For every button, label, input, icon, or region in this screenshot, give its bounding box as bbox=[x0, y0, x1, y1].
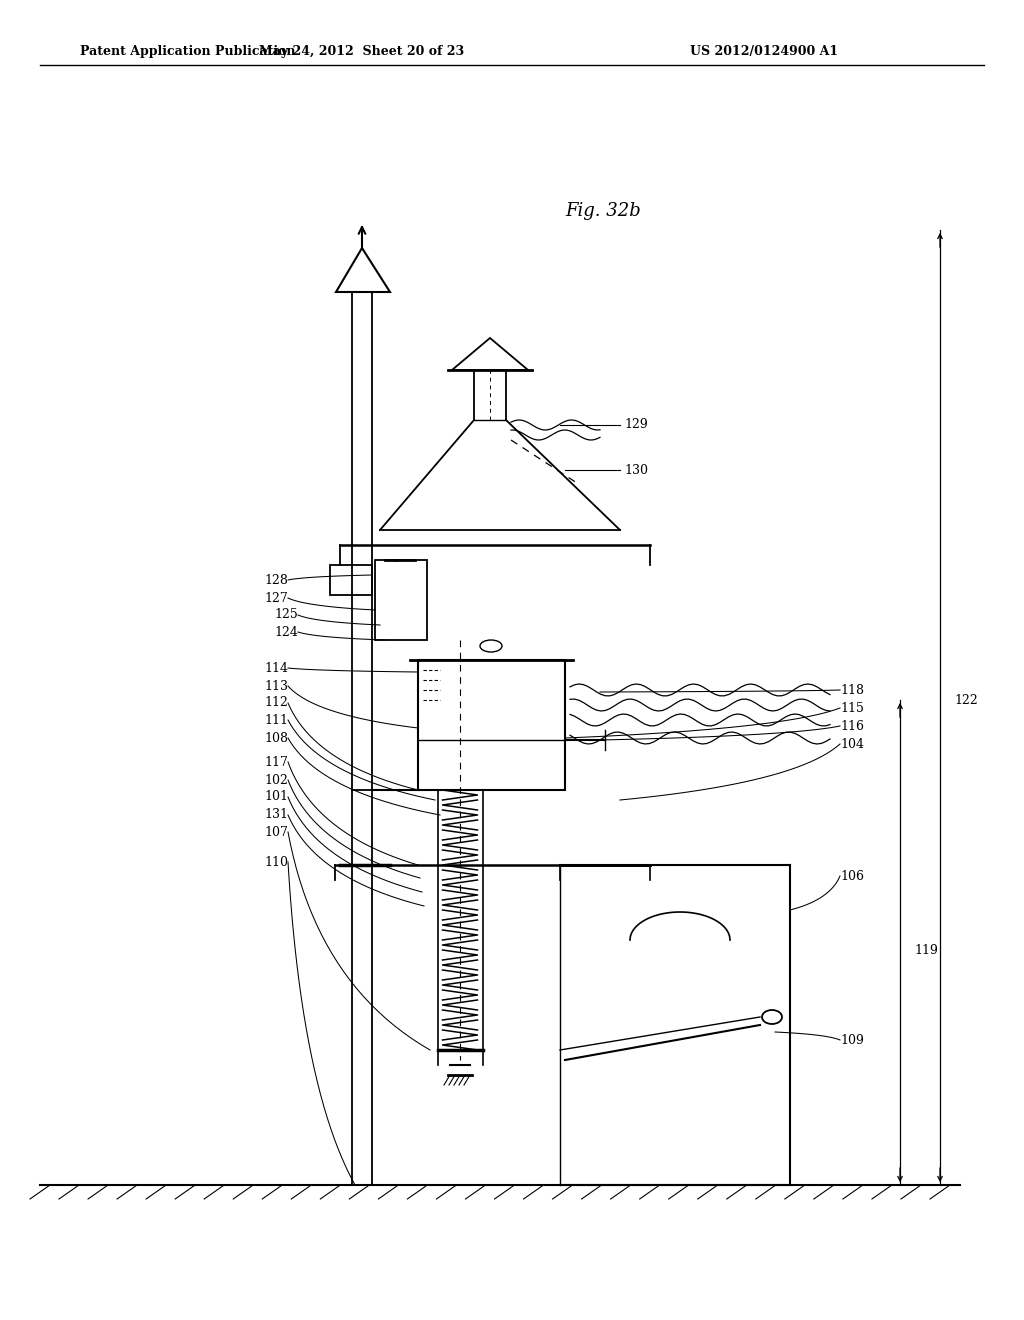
Text: May 24, 2012  Sheet 20 of 23: May 24, 2012 Sheet 20 of 23 bbox=[259, 45, 465, 58]
Text: Patent Application Publication: Patent Application Publication bbox=[80, 45, 296, 58]
Text: 107: 107 bbox=[264, 825, 288, 838]
Text: 119: 119 bbox=[914, 944, 938, 957]
Text: 124: 124 bbox=[274, 626, 298, 639]
Text: US 2012/0124900 A1: US 2012/0124900 A1 bbox=[690, 45, 838, 58]
Text: 111: 111 bbox=[264, 714, 288, 726]
Text: 116: 116 bbox=[840, 719, 864, 733]
Text: 104: 104 bbox=[840, 738, 864, 751]
Text: 117: 117 bbox=[264, 755, 288, 768]
Bar bbox=[375, 560, 427, 640]
Text: 101: 101 bbox=[264, 791, 288, 804]
Text: 114: 114 bbox=[264, 661, 288, 675]
Text: 106: 106 bbox=[840, 870, 864, 883]
Text: 125: 125 bbox=[274, 609, 298, 622]
Bar bbox=[330, 565, 372, 595]
Text: 115: 115 bbox=[840, 701, 864, 714]
Text: 109: 109 bbox=[840, 1034, 864, 1047]
Text: 108: 108 bbox=[264, 731, 288, 744]
Text: 102: 102 bbox=[264, 774, 288, 787]
Text: Fig. 32b: Fig. 32b bbox=[565, 202, 641, 220]
Text: 130: 130 bbox=[624, 463, 648, 477]
Text: 131: 131 bbox=[264, 808, 288, 821]
Text: 129: 129 bbox=[624, 418, 648, 432]
Text: 110: 110 bbox=[264, 855, 288, 869]
Text: 113: 113 bbox=[264, 680, 288, 693]
Bar bbox=[418, 660, 565, 789]
Text: 112: 112 bbox=[264, 697, 288, 710]
Text: 118: 118 bbox=[840, 684, 864, 697]
Text: 122: 122 bbox=[954, 693, 978, 706]
Text: 128: 128 bbox=[264, 573, 288, 586]
Text: 127: 127 bbox=[264, 591, 288, 605]
